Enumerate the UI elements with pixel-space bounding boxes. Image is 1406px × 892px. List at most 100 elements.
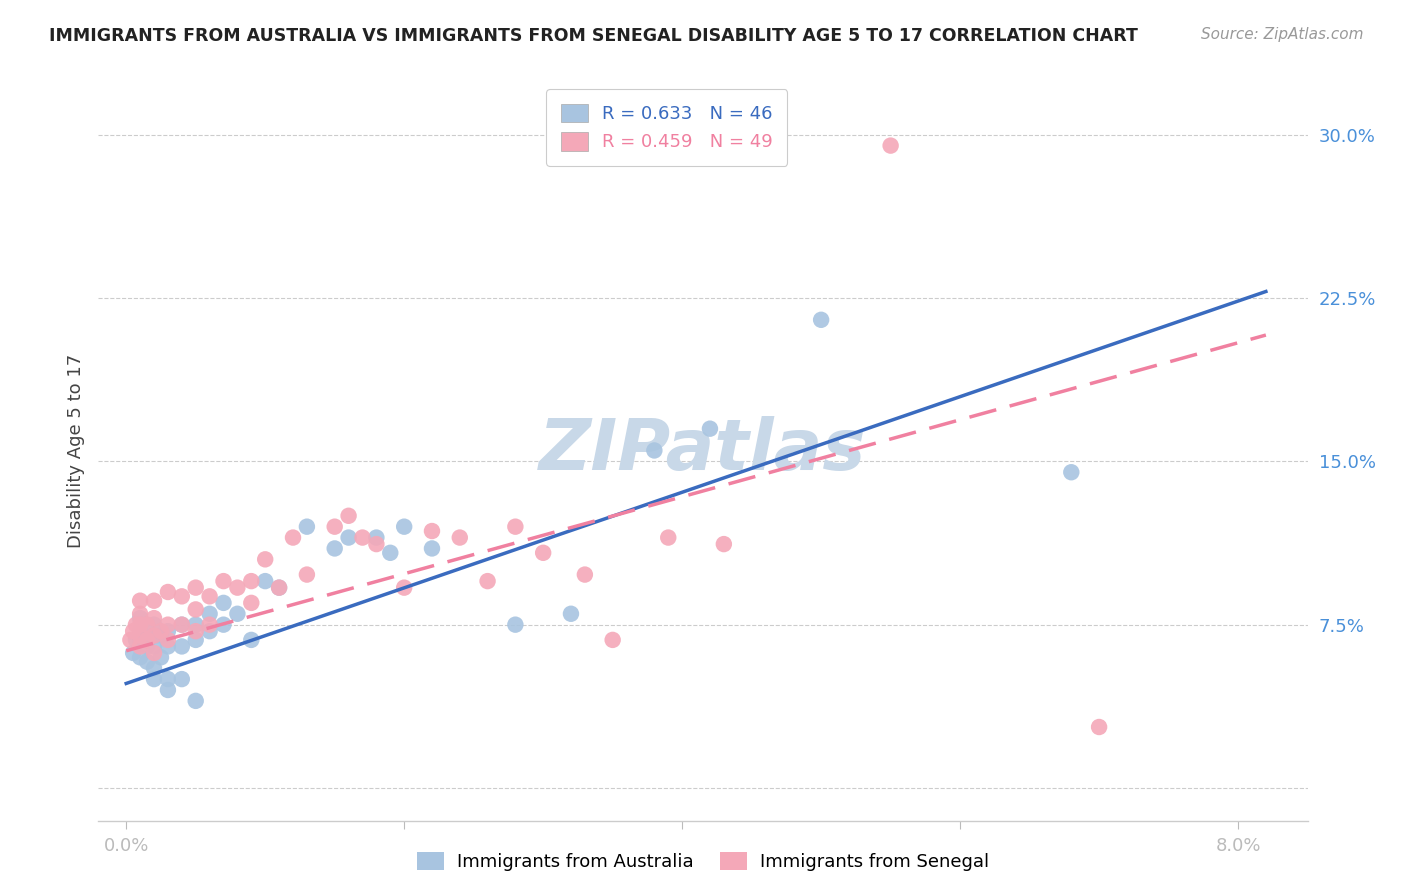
- Point: [366, 537, 388, 551]
- Point: [295, 567, 318, 582]
- Point: [143, 628, 166, 642]
- Point: [380, 546, 402, 560]
- Point: [184, 617, 207, 632]
- Legend: Immigrants from Australia, Immigrants from Senegal: Immigrants from Australia, Immigrants fr…: [409, 846, 997, 879]
- Text: ZIPatlas: ZIPatlas: [540, 416, 866, 485]
- Point: [449, 531, 471, 545]
- Point: [129, 640, 152, 654]
- Text: Source: ZipAtlas.com: Source: ZipAtlas.com: [1201, 27, 1364, 42]
- Point: [184, 602, 207, 616]
- Point: [136, 632, 159, 647]
- Point: [269, 581, 291, 595]
- Point: [143, 593, 166, 607]
- Point: [170, 672, 193, 686]
- Point: [337, 531, 360, 545]
- Point: [143, 646, 166, 660]
- Point: [156, 640, 179, 654]
- Point: [643, 443, 665, 458]
- Point: [477, 574, 499, 588]
- Text: IMMIGRANTS FROM AUSTRALIA VS IMMIGRANTS FROM SENEGAL DISABILITY AGE 5 TO 17 CORR: IMMIGRANTS FROM AUSTRALIA VS IMMIGRANTS …: [49, 27, 1137, 45]
- Point: [505, 519, 527, 533]
- Point: [212, 617, 235, 632]
- Point: [156, 585, 179, 599]
- Point: [574, 567, 596, 582]
- Point: [170, 590, 193, 604]
- Point: [149, 624, 172, 639]
- Point: [531, 546, 554, 560]
- Point: [143, 640, 166, 654]
- Point: [122, 646, 145, 660]
- Point: [184, 581, 207, 595]
- Point: [129, 611, 152, 625]
- Point: [149, 628, 172, 642]
- Point: [125, 632, 148, 647]
- Point: [129, 617, 152, 632]
- Point: [240, 574, 263, 588]
- Point: [269, 581, 291, 595]
- Point: [713, 537, 735, 551]
- Point: [198, 607, 221, 621]
- Point: [560, 607, 582, 621]
- Point: [156, 617, 179, 632]
- Point: [184, 694, 207, 708]
- Point: [184, 632, 207, 647]
- Point: [212, 574, 235, 588]
- Point: [254, 552, 277, 566]
- Point: [156, 683, 179, 698]
- Point: [156, 672, 179, 686]
- Point: [281, 531, 304, 545]
- Point: [392, 519, 415, 533]
- Point: [129, 628, 152, 642]
- Point: [156, 632, 179, 647]
- Point: [143, 611, 166, 625]
- Point: [170, 617, 193, 632]
- Point: [198, 590, 221, 604]
- Point: [657, 531, 679, 545]
- Point: [226, 581, 249, 595]
- Point: [1060, 465, 1083, 479]
- Point: [420, 524, 443, 538]
- Y-axis label: Disability Age 5 to 17: Disability Age 5 to 17: [66, 353, 84, 548]
- Point: [143, 617, 166, 632]
- Point: [323, 541, 346, 556]
- Point: [212, 596, 235, 610]
- Point: [254, 574, 277, 588]
- Point: [352, 531, 374, 545]
- Point: [699, 422, 721, 436]
- Point: [149, 650, 172, 665]
- Point: [143, 661, 166, 675]
- Point: [129, 607, 152, 621]
- Legend: R = 0.633   N = 46, R = 0.459   N = 49: R = 0.633 N = 46, R = 0.459 N = 49: [546, 89, 787, 166]
- Point: [337, 508, 360, 523]
- Point: [122, 624, 145, 639]
- Point: [170, 617, 193, 632]
- Point: [198, 624, 221, 639]
- Point: [879, 138, 901, 153]
- Point: [136, 655, 159, 669]
- Point: [420, 541, 443, 556]
- Point: [143, 628, 166, 642]
- Point: [323, 519, 346, 533]
- Point: [136, 617, 159, 632]
- Point: [125, 617, 148, 632]
- Point: [170, 640, 193, 654]
- Point: [505, 617, 527, 632]
- Point: [240, 596, 263, 610]
- Point: [184, 624, 207, 639]
- Point: [240, 632, 263, 647]
- Point: [226, 607, 249, 621]
- Point: [198, 617, 221, 632]
- Point: [136, 640, 159, 654]
- Point: [129, 593, 152, 607]
- Point: [129, 624, 152, 639]
- Point: [392, 581, 415, 595]
- Point: [295, 519, 318, 533]
- Point: [366, 531, 388, 545]
- Point: [156, 624, 179, 639]
- Point: [602, 632, 624, 647]
- Point: [129, 632, 152, 647]
- Point: [143, 672, 166, 686]
- Point: [120, 632, 142, 647]
- Point: [129, 650, 152, 665]
- Point: [810, 313, 832, 327]
